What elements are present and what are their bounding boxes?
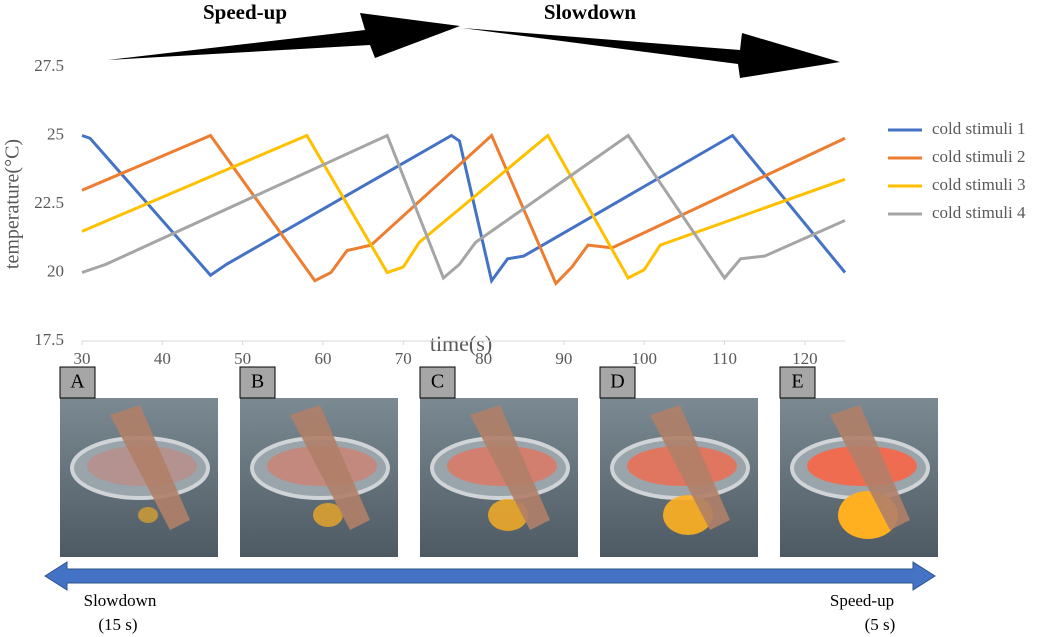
panel-label: A [70,371,85,393]
x-tick-label: 40 [154,349,171,368]
y-tick-label: 25 [47,124,64,143]
panel-label: D [610,371,624,393]
scale-label: (5 s) [865,615,896,634]
scale-label: (15 s) [98,615,137,634]
panel-label-box [59,366,96,399]
panel-label: C [431,371,444,393]
speedup-arrow [108,13,460,60]
slowdown-arrow [462,28,840,78]
legend-label: cold stimuli 1 [932,119,1026,138]
annotation: Speed-up [203,0,287,24]
x-tick-label: 110 [712,349,737,368]
x-tick-label: 120 [792,349,818,368]
legend-label: cold stimuli 4 [932,203,1026,222]
scale-label: Speed-up [830,591,894,610]
legend-label: cold stimuli 3 [932,175,1026,194]
y-tick-label: 27.5 [34,56,64,75]
x-tick-label: 30 [74,349,91,368]
arm [470,405,550,530]
annotation: Slowdown [544,0,637,24]
panel-label-box [599,366,636,399]
legend-label: cold stimuli 2 [932,147,1026,166]
y-tick-label: 22.5 [34,193,64,212]
x-tick-label: 60 [314,349,331,368]
x-tick-label: 80 [475,349,492,368]
series-line [81,133,846,280]
y-axis-label: temperature(°C) [2,139,24,269]
arm [830,405,910,530]
x-axis-label: time(s) [430,331,492,356]
flame [313,503,343,527]
y-tick-label: 20 [47,261,64,280]
series-line [81,133,846,281]
time-arrow [44,561,936,591]
panel-label-box [419,366,456,399]
panel-label: B [251,371,264,393]
panel-label: E [791,371,803,393]
x-tick-label: 70 [395,349,412,368]
panels: A B C D E [59,366,938,557]
panel-label-box [239,366,276,399]
x-tick-label: 90 [555,349,572,368]
scale-label: Slowdown [84,591,157,610]
flame [138,507,158,523]
panel-label-box [779,366,816,399]
y-tick-label: 17.5 [34,330,64,349]
arm [110,405,190,530]
arm [290,405,370,530]
arm [650,405,730,530]
series-line [81,132,846,287]
x-tick-label: 100 [631,349,657,368]
x-tick-label: 50 [234,349,251,368]
